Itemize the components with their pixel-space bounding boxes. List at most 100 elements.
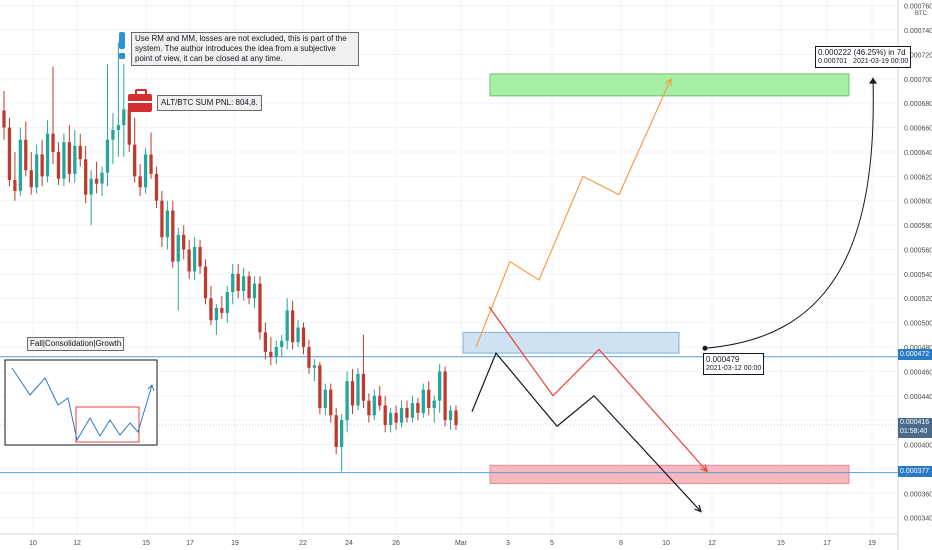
time-tick-label: 3 [506, 540, 510, 547]
candle-body [350, 381, 355, 406]
candle-body [269, 351, 273, 357]
candle-body [154, 173, 159, 201]
candle-body [394, 412, 398, 423]
candle [372, 389, 376, 421]
time-tick-label: 17 [186, 540, 194, 547]
candle-body [176, 234, 180, 262]
price-tick-label: 0.000720 [904, 52, 932, 59]
time-tick-label: 10 [29, 540, 37, 547]
candle [143, 148, 148, 194]
candle-body [35, 154, 39, 188]
time-tick-label: 22 [299, 540, 307, 547]
zones [462, 73, 850, 485]
candle [410, 395, 415, 423]
red-path [488, 306, 708, 472]
candle-body [340, 420, 344, 447]
candle [399, 400, 404, 428]
time-tick-label: 15 [142, 540, 150, 547]
candle [84, 145, 88, 204]
candle [454, 405, 458, 430]
price-tick-label: 0.000680 [904, 101, 932, 108]
entry-zone [462, 331, 680, 354]
time-tick-label: 5 [550, 540, 554, 547]
price-tick-label: 0.000620 [904, 174, 932, 181]
price-axis[interactable]: 0.000760 0.000740 0.000720 0.000700 0.000680… [897, 0, 932, 550]
candle [416, 398, 420, 421]
candle-body [405, 407, 409, 418]
candle-body [416, 403, 420, 413]
warning-note[interactable]: Use RM and MM, losses are not excluded, … [131, 32, 359, 66]
candle [116, 42, 120, 157]
price-tick-label: 0.000360 [904, 491, 932, 498]
price-tick-label: 0.000520 [904, 296, 932, 303]
candle-body [372, 395, 376, 416]
candle [24, 121, 28, 177]
candle [280, 334, 284, 357]
red-path-arrow [700, 464, 708, 473]
candle-body [7, 127, 12, 180]
candle-body [399, 407, 404, 423]
candle [78, 133, 82, 167]
time-tick-label: 19 [868, 540, 876, 547]
candle-body [73, 145, 77, 174]
candle-body [24, 139, 28, 171]
candle [192, 237, 197, 280]
briefcase-icon [128, 89, 152, 112]
projection-start-callout[interactable]: 0.000479 2021-03-12 00:00 [703, 353, 765, 375]
candle [301, 322, 306, 355]
candle-body [149, 154, 153, 174]
price-tick-label: 0.000640 [904, 150, 932, 157]
candle-body [432, 400, 436, 408]
candle [149, 132, 153, 179]
pnl-note[interactable]: ALT/BTC SUM PNL: 804,8. [157, 95, 262, 111]
candle [67, 125, 71, 183]
time-axis[interactable]: 10 12 15 17 19 22 24 26 Mar 3 5 8 10 12 15 17 19 [0, 533, 898, 547]
candle-body [241, 276, 246, 291]
candle-body [301, 327, 306, 348]
candle-body [323, 389, 327, 408]
candle [40, 139, 44, 187]
candle-body [378, 395, 382, 406]
candle-body [67, 142, 71, 174]
candle [198, 239, 202, 274]
candle [45, 120, 50, 183]
candle [361, 334, 366, 408]
time-tick-label: 24 [345, 540, 353, 547]
candle [383, 395, 387, 433]
candle-body [105, 139, 110, 173]
candle [182, 225, 186, 260]
price-tick-label: 0.000440 [904, 394, 932, 401]
candle-body [127, 109, 131, 145]
candle [73, 130, 77, 183]
candle [389, 407, 393, 433]
time-tick-label: 26 [392, 540, 400, 547]
candle [318, 361, 322, 415]
candle-body [285, 310, 289, 341]
candle [51, 66, 55, 165]
candle [247, 271, 251, 305]
candle-body [122, 109, 126, 126]
candle-body [214, 307, 219, 321]
candle-body [78, 145, 82, 160]
bull-path [475, 78, 672, 348]
candle [133, 117, 137, 183]
candle-body [307, 347, 311, 368]
phase-note[interactable]: Fall|Consolidation|Growth [27, 337, 125, 351]
candle-body [165, 210, 170, 238]
candle-body [312, 365, 317, 368]
candle [421, 383, 425, 418]
candle-body [383, 405, 387, 426]
candle-body [329, 389, 333, 416]
candle-body [198, 247, 202, 267]
projection-callout[interactable]: 0.000222 (46.25%) in 7d 0.000701 2021-03… [815, 46, 912, 68]
candle [111, 112, 115, 165]
candle-body [410, 403, 415, 418]
candle-body [94, 178, 99, 184]
candle-body [62, 142, 66, 179]
candle-body [225, 292, 229, 313]
black-path [471, 351, 702, 512]
candle [367, 393, 371, 423]
candle [252, 276, 257, 308]
candle [7, 117, 12, 187]
candle [29, 151, 33, 195]
